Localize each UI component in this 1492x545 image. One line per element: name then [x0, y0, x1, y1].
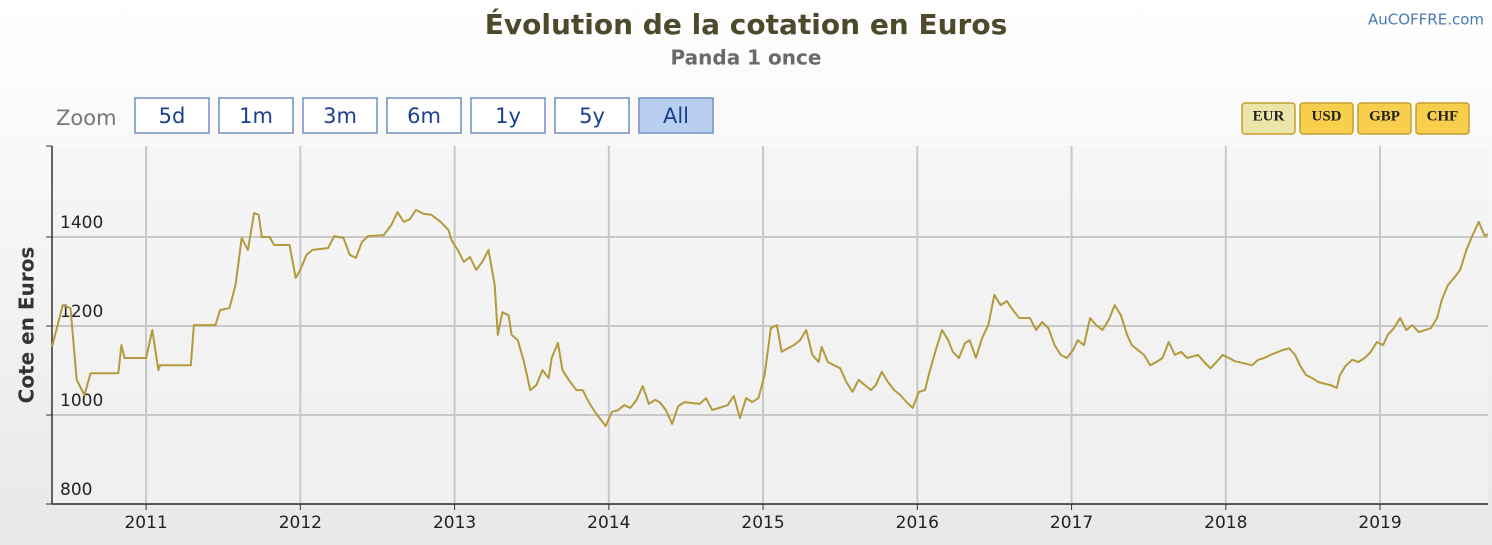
zoom-button-bg — [134, 97, 210, 134]
zoom-button-label[interactable]: 1y — [495, 104, 521, 128]
zoom-button-bg — [470, 97, 546, 134]
currency-button-bg — [1241, 102, 1296, 135]
y-tick-label: 1200 — [60, 302, 103, 322]
x-tick-label: 2019 — [1358, 513, 1401, 533]
x-tick-label: 2012 — [279, 513, 322, 533]
zoom-button[interactable]: 5y — [554, 97, 630, 134]
zoom-button-label[interactable]: 5d — [159, 104, 186, 128]
zoom-button-label[interactable]: 1m — [239, 104, 273, 128]
zoom-button-label[interactable]: 6m — [407, 104, 441, 128]
zoom-button[interactable]: All — [638, 97, 714, 134]
currency-button-label[interactable]: GBP — [1369, 108, 1400, 124]
credit[interactable]: AuCOFFRE.com — [1368, 11, 1484, 29]
zoom-button[interactable]: 3m — [302, 97, 378, 134]
currency-button-label[interactable]: EUR — [1253, 108, 1285, 124]
currency-button[interactable]: CHF — [1415, 102, 1470, 135]
zoom-button-bg — [302, 97, 378, 134]
currency-button-bg — [1415, 102, 1470, 135]
currency-button-label[interactable]: USD — [1311, 108, 1341, 124]
x-tick-label: 2017 — [1050, 513, 1093, 533]
zoom-button-bg — [554, 97, 630, 134]
currency-button-bg — [1299, 102, 1354, 135]
zoom-button-label[interactable]: All — [663, 104, 689, 128]
y-tick-label: 1400 — [60, 213, 103, 233]
y-tick-label: 1000 — [60, 391, 103, 411]
x-tick-label: 2016 — [896, 513, 939, 533]
y-tick-label: 800 — [60, 480, 92, 500]
zoom-button-bg — [218, 97, 294, 134]
chart-subtitle: Panda 1 once — [671, 46, 822, 70]
x-tick-label: 2018 — [1204, 513, 1247, 533]
zoom-button[interactable]: 1m — [218, 97, 294, 134]
zoom-button[interactable]: 1y — [470, 97, 546, 134]
x-tick-label: 2015 — [741, 513, 784, 533]
zoom-button[interactable]: 5d — [134, 97, 210, 134]
currency-button[interactable]: USD — [1299, 102, 1354, 135]
currency-button[interactable]: GBP — [1357, 102, 1412, 135]
zoom-button-label[interactable]: 5y — [579, 104, 605, 128]
y-axis-title: Cote en Euros — [15, 247, 39, 404]
currency-button-label[interactable]: CHF — [1427, 108, 1459, 124]
x-tick-label: 2014 — [587, 513, 630, 533]
currency-button-bg — [1357, 102, 1412, 135]
chart-title: Évolution de la cotation en Euros — [485, 7, 1008, 41]
zoom-label: Zoom — [56, 106, 117, 130]
zoom-button-bg — [386, 97, 462, 134]
x-tick-label: 2011 — [124, 513, 167, 533]
zoom-button[interactable]: 6m — [386, 97, 462, 134]
zoom-button-bg — [638, 97, 714, 134]
price-line — [51, 208, 1489, 428]
currency-button[interactable]: EUR — [1241, 102, 1296, 135]
x-tick-label: 2013 — [433, 513, 476, 533]
zoom-button-label[interactable]: 3m — [323, 104, 357, 128]
